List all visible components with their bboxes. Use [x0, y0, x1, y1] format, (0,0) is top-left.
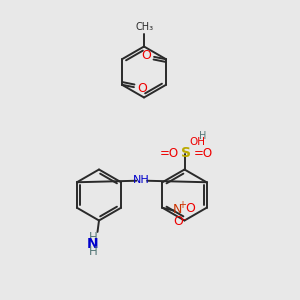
Text: =O: =O: [194, 147, 213, 161]
Text: N: N: [173, 203, 182, 216]
Text: =O: =O: [160, 147, 179, 161]
Text: NH: NH: [134, 175, 150, 185]
Text: OH: OH: [189, 136, 206, 147]
Text: N: N: [87, 238, 99, 251]
Text: O: O: [173, 215, 183, 228]
Text: H: H: [88, 231, 98, 244]
Text: O: O: [141, 49, 151, 62]
Text: S: S: [181, 146, 191, 160]
Text: +: +: [178, 200, 187, 210]
Text: CH₃: CH₃: [136, 22, 154, 32]
Text: ⁻: ⁻: [181, 218, 186, 228]
Text: O: O: [137, 82, 147, 95]
Text: H: H: [88, 245, 98, 258]
Text: O: O: [185, 202, 195, 215]
Text: H: H: [199, 130, 206, 141]
